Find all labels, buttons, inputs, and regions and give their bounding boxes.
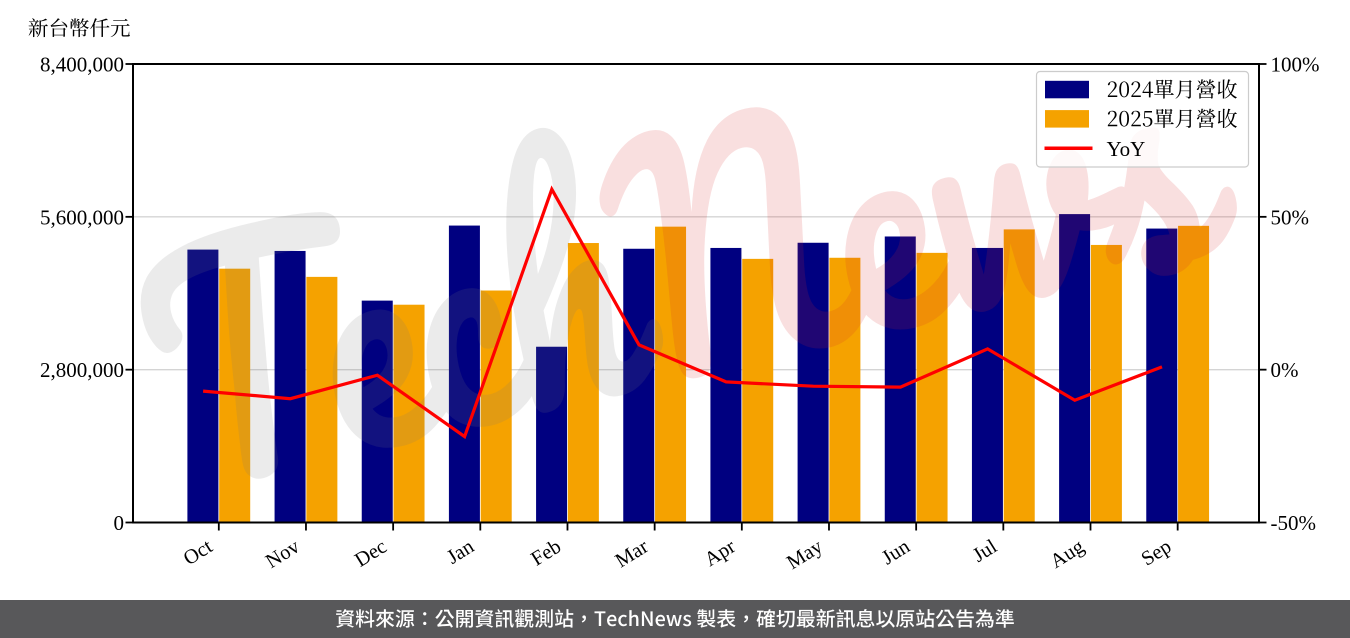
legend: YoY (1035, 70, 1250, 168)
legend-swatch-2025 (1045, 110, 1089, 128)
legend-swatch-2024 (1045, 80, 1089, 99)
watermark-news (599, 107, 1237, 379)
bar-series (187, 214, 1210, 523)
yoy-line (202, 185, 1163, 440)
footer (0, 600, 1350, 638)
watermark (140, 107, 1237, 479)
bar-2024-jan (448, 225, 480, 523)
axes (125, 63, 1267, 531)
bar-2024-dec (361, 300, 393, 523)
bar-2025-apr (742, 258, 774, 523)
left-axis-tick-label: 2,800,000 (40, 358, 124, 382)
bar-2024-jul (971, 247, 1003, 523)
month-label-jan: Jan (443, 536, 478, 569)
bar-2025-dec (393, 304, 425, 523)
right-axis-tick-label: -50% (1271, 511, 1317, 535)
bar-2024-aug (1059, 214, 1091, 523)
bar-2025-nov (306, 276, 338, 523)
month-label-mar: Mar (612, 535, 653, 572)
watermark-tech (140, 127, 664, 479)
bar-2025-jul (1003, 229, 1035, 523)
month-label-apr: Apr (701, 535, 740, 571)
month-label-feb: Feb (527, 536, 565, 571)
right-axis-tick-label: 100% (1271, 53, 1320, 77)
y-axis-title (28, 18, 130, 38)
month-label-sep: Sep (1138, 536, 1176, 571)
legend-label-2024 (1107, 79, 1237, 99)
legend-label-yoy: YoY (1107, 137, 1146, 161)
bar-2025-jun (916, 252, 948, 523)
bar-2025-sep (1178, 225, 1210, 523)
bar-2024-jun (884, 236, 916, 523)
left-axis-labels: 0 2,800,000 5,600,000 8,400,000 (40, 53, 124, 536)
bar-2024-mar (623, 248, 655, 523)
legend-label-2025 (1107, 108, 1238, 128)
left-axis-tick-label: 8,400,000 (40, 53, 124, 77)
bar-2025-jan (480, 290, 512, 523)
left-axis-tick-label: 0 (114, 511, 125, 535)
plot-frame (132, 63, 1260, 524)
right-axis-tick-label: 0% (1271, 358, 1299, 382)
month-label-jun: Jun (878, 536, 914, 570)
bar-2024-may (797, 242, 829, 523)
legend-box (1035, 70, 1250, 168)
bar-2025-mar (655, 226, 687, 523)
bar-2024-oct (187, 249, 219, 523)
month-label-dec: Dec (351, 536, 391, 572)
right-axis-tick-label: 50% (1271, 205, 1310, 229)
bar-2024-apr (710, 247, 742, 523)
yoy-line-group (202, 185, 1163, 440)
bar-2024-sep (1146, 228, 1178, 523)
month-label-oct: Oct (180, 535, 217, 570)
bar-2024-nov (274, 250, 306, 523)
bar-2025-may (829, 257, 861, 523)
footer-text (336, 608, 1014, 628)
tick-marks (125, 63, 1267, 531)
left-axis-tick-label: 5,600,000 (40, 205, 124, 229)
right-axis-labels: -50% 0% 50% 100% (1271, 53, 1320, 536)
month-label-jul: Jul (969, 535, 1001, 566)
month-labels: Oct Nov Dec Jan Feb Mar Apr May Jun Jul Aug Sep (180, 535, 1176, 574)
month-label-nov: Nov (262, 535, 304, 573)
bar-2025-feb (567, 243, 599, 523)
month-label-aug: Aug (1047, 536, 1089, 573)
bar-2024-feb (536, 346, 568, 523)
month-label-may: May (783, 535, 827, 574)
